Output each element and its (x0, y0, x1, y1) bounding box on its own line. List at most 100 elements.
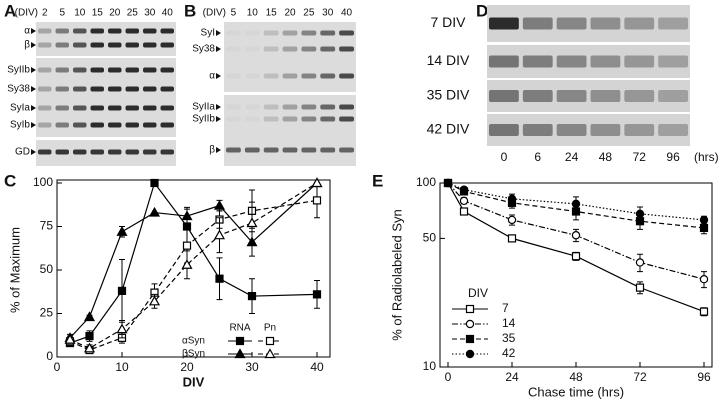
series-line (69, 182, 318, 349)
panel-label: D (476, 1, 488, 20)
marker (459, 196, 469, 206)
gel-band (263, 104, 279, 110)
gel-band (489, 55, 519, 68)
band-label: Sy38 (7, 84, 30, 95)
gel-band (263, 46, 279, 52)
marker (465, 304, 475, 314)
gel-band (90, 105, 104, 111)
gel-band (125, 86, 139, 92)
gel-band (522, 17, 553, 30)
band-label: β (24, 40, 30, 51)
gel-band (226, 47, 241, 52)
x-tick-label: 30 (245, 360, 259, 374)
gel-band (658, 124, 688, 136)
band-label: GD (15, 147, 30, 158)
gel-band (658, 55, 688, 68)
gel-band (301, 73, 317, 79)
legend-label: 7 (502, 301, 509, 315)
panel-label: A (4, 1, 16, 20)
gel-band (38, 105, 52, 111)
gel-band (226, 31, 241, 36)
lane-label: 20 (109, 8, 121, 19)
gel-band (320, 73, 336, 79)
gel-band (90, 28, 104, 34)
marker (247, 292, 257, 301)
row-label: 14 DIV (427, 52, 470, 68)
gel-band (73, 122, 87, 128)
gel-band (489, 90, 519, 102)
gel-band (489, 124, 519, 136)
y-tick-label: 50 (423, 231, 437, 245)
gel-band (108, 149, 122, 155)
legend-label: 35 (502, 331, 516, 345)
x-tick-label: 96 (697, 370, 711, 384)
marker (312, 196, 322, 205)
gel-band (624, 124, 655, 136)
gel-band (590, 17, 621, 30)
y-axis-label: % of Radiolabeled Syn (389, 209, 404, 341)
gel-band (320, 30, 336, 36)
band-label: SyI (201, 28, 215, 39)
gel-band (245, 105, 260, 110)
gel-band (90, 67, 104, 73)
lane-label: 5 (231, 8, 237, 19)
gel-band (55, 105, 69, 111)
arrowhead (31, 28, 36, 34)
row-label: 42 DIV (427, 121, 470, 137)
gel-band (55, 28, 69, 34)
arrowhead (216, 104, 221, 110)
gel-band (320, 147, 336, 153)
gel-band (160, 42, 174, 48)
lane-label: 24 (565, 150, 579, 164)
gel-band (339, 116, 354, 122)
lane-axis-label: (hrs) (694, 150, 719, 164)
marker (148, 206, 161, 217)
gel-band (226, 74, 241, 79)
gel-band (301, 116, 317, 122)
lane-label: 25 (127, 8, 139, 19)
band-label: SyIIb (7, 65, 30, 76)
legend-label: αSyn (182, 336, 205, 347)
marker (265, 336, 275, 346)
y-tick-label: 10 (423, 359, 437, 373)
gel-band (160, 122, 174, 128)
gel-band (263, 73, 279, 79)
arrowhead (31, 149, 36, 155)
gel-band (263, 30, 279, 36)
gel-band (143, 28, 157, 34)
y-tick-label: 75 (40, 219, 54, 233)
marker (83, 311, 96, 322)
marker (264, 348, 276, 359)
gel-band (143, 105, 157, 111)
gel-band (125, 42, 139, 48)
gel-band (73, 28, 87, 34)
y-tick-label: 0 (46, 349, 53, 363)
gel-band (38, 28, 52, 34)
gel-band (55, 122, 69, 128)
gel-band (125, 105, 139, 111)
series-line (69, 199, 318, 351)
gel-band (38, 149, 52, 155)
lane-label: 96 (666, 150, 680, 164)
marker (443, 178, 453, 188)
arrowhead (31, 67, 36, 73)
gel-band (282, 147, 298, 153)
y-tick-label: 100 (33, 175, 53, 189)
gel-band (320, 46, 336, 52)
gel-band (282, 104, 298, 110)
gel-band (226, 105, 241, 110)
gel-band (143, 86, 157, 92)
legend-header: RNA (229, 323, 250, 334)
gel-band (624, 55, 655, 68)
marker (181, 259, 193, 269)
gel-band (55, 149, 69, 155)
gel-band (301, 30, 317, 36)
marker (64, 333, 76, 344)
marker (213, 229, 226, 240)
gel-band (282, 46, 298, 52)
lane-label: 40 (162, 8, 174, 19)
gel-band (339, 30, 354, 36)
gel-band (143, 122, 157, 128)
panel-label: C (4, 171, 16, 190)
